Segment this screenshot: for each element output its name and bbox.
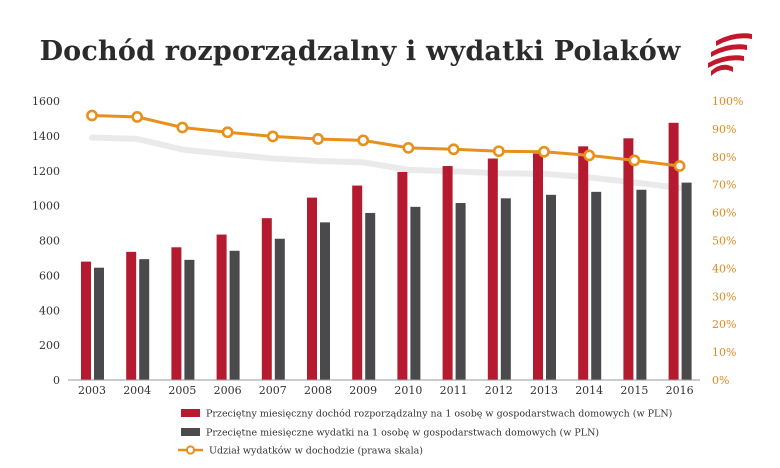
bar-expenses bbox=[94, 267, 104, 380]
bar-income bbox=[668, 122, 679, 380]
bar-income bbox=[442, 166, 453, 380]
share-point bbox=[221, 126, 234, 139]
legend-marker-share bbox=[185, 445, 196, 455]
bar-income bbox=[216, 234, 227, 380]
right-tick-label: 70% bbox=[712, 179, 736, 192]
legend-label-expenses: Przeciętne miesięczne wydatki na 1 osobę… bbox=[206, 428, 599, 439]
right-tick-label: 10% bbox=[712, 346, 736, 359]
x-tick-label: 2007 bbox=[259, 384, 287, 397]
bar-income bbox=[352, 185, 363, 380]
left-tick-label: 600 bbox=[39, 269, 60, 282]
share-point bbox=[447, 143, 460, 156]
right-tick-label: 20% bbox=[712, 318, 736, 331]
left-tick-label: 1200 bbox=[32, 165, 60, 178]
left-tick-label: 200 bbox=[39, 339, 60, 352]
bar-income bbox=[578, 146, 589, 380]
share-line-group bbox=[86, 109, 686, 172]
left-tick-label: 800 bbox=[39, 235, 60, 248]
x-tick-label: 2003 bbox=[78, 384, 106, 397]
legend-swatch-income bbox=[181, 409, 200, 417]
bar-income bbox=[623, 138, 634, 380]
bar-expenses bbox=[184, 259, 195, 380]
share-point bbox=[673, 160, 686, 172]
right-tick-label: 90% bbox=[712, 123, 736, 136]
right-tick-label: 40% bbox=[712, 262, 736, 275]
left-tick-label: 1000 bbox=[32, 200, 60, 213]
legend-label-share: Udział wydatków w dochodzie (prawa skala… bbox=[209, 446, 423, 457]
bar-expenses bbox=[591, 191, 602, 380]
share-point bbox=[538, 145, 550, 158]
x-tick-label: 2004 bbox=[123, 384, 151, 397]
x-tick-label: 2010 bbox=[394, 384, 422, 397]
bar-expenses bbox=[546, 194, 556, 380]
bar-expenses bbox=[500, 198, 511, 380]
x-tick-label: 2006 bbox=[214, 384, 242, 397]
x-tick-label: 2009 bbox=[349, 384, 377, 397]
right-tick-label: 50% bbox=[712, 235, 736, 248]
logo-stripe bbox=[708, 55, 744, 68]
x-tick-label: 2013 bbox=[530, 384, 558, 397]
flag-stripes-logo bbox=[708, 33, 752, 76]
x-tick-label: 2005 bbox=[168, 384, 196, 397]
share-point bbox=[176, 121, 189, 134]
chart-title: Dochód rozporządzalny i wydatki Polaków bbox=[39, 36, 681, 67]
x-tick-label: 2011 bbox=[440, 384, 468, 397]
bar-income bbox=[533, 153, 543, 380]
legend-label-income: Przeciętny miesięczny dochód rozporządza… bbox=[206, 409, 672, 420]
bar-expenses bbox=[274, 238, 285, 380]
left-tick-label: 400 bbox=[39, 304, 60, 317]
left-tick-label: 1400 bbox=[32, 130, 60, 143]
bars-group bbox=[81, 122, 692, 380]
share-point bbox=[492, 145, 505, 158]
right-axis-ticks: 0% 10% 20% 30% 40% 50% 60% 70% 80% 90% 100% bbox=[712, 95, 743, 387]
bar-income bbox=[397, 171, 408, 380]
right-tick-label: 60% bbox=[712, 207, 736, 220]
bar-income bbox=[81, 261, 91, 380]
x-tick-label: 2015 bbox=[620, 384, 648, 397]
bar-expenses bbox=[455, 203, 466, 380]
x-tick-label: 2016 bbox=[666, 384, 694, 397]
bar-expenses bbox=[636, 189, 647, 380]
bar-income bbox=[126, 251, 137, 380]
logo-stripe bbox=[716, 33, 752, 46]
share-point bbox=[628, 154, 641, 167]
share-point bbox=[402, 141, 415, 154]
share-point bbox=[131, 111, 144, 123]
bar-expenses bbox=[229, 250, 240, 380]
share-point bbox=[86, 109, 98, 122]
left-axis-ticks: 0 200 400 600 800 1000 1200 1400 1600 bbox=[32, 95, 60, 387]
right-tick-label: 100% bbox=[712, 95, 743, 108]
bar-expenses bbox=[681, 182, 692, 380]
bar-expenses bbox=[320, 222, 330, 380]
logo-stripe bbox=[711, 44, 747, 57]
bar-income bbox=[171, 247, 182, 380]
left-tick-label: 1600 bbox=[32, 95, 60, 108]
bar-expenses bbox=[365, 212, 376, 380]
share-line bbox=[91, 114, 680, 168]
bar-income bbox=[487, 158, 498, 380]
share-point bbox=[357, 134, 370, 147]
legend-swatch-expenses bbox=[181, 428, 200, 436]
share-point bbox=[583, 149, 596, 162]
bar-income bbox=[261, 218, 272, 380]
left-tick-label: 0 bbox=[53, 374, 60, 387]
right-tick-label: 30% bbox=[712, 290, 736, 303]
right-tick-label: 0% bbox=[712, 374, 729, 387]
share-point bbox=[312, 133, 324, 145]
bar-expenses bbox=[139, 259, 150, 380]
legend: Przeciętny miesięczny dochód rozporządza… bbox=[178, 409, 672, 457]
x-tick-label: 2008 bbox=[304, 384, 332, 397]
x-tick-label: 2014 bbox=[575, 384, 603, 397]
bar-expenses bbox=[410, 206, 421, 380]
x-axis-ticks: 2003 2004 2005 2006 2007 2008 2009 2010 2011 2012… bbox=[78, 384, 694, 397]
bar-income bbox=[307, 197, 317, 380]
share-point bbox=[266, 130, 279, 143]
right-tick-label: 80% bbox=[712, 151, 736, 164]
x-tick-label: 2012 bbox=[485, 384, 513, 397]
logo-stripe bbox=[711, 64, 733, 76]
